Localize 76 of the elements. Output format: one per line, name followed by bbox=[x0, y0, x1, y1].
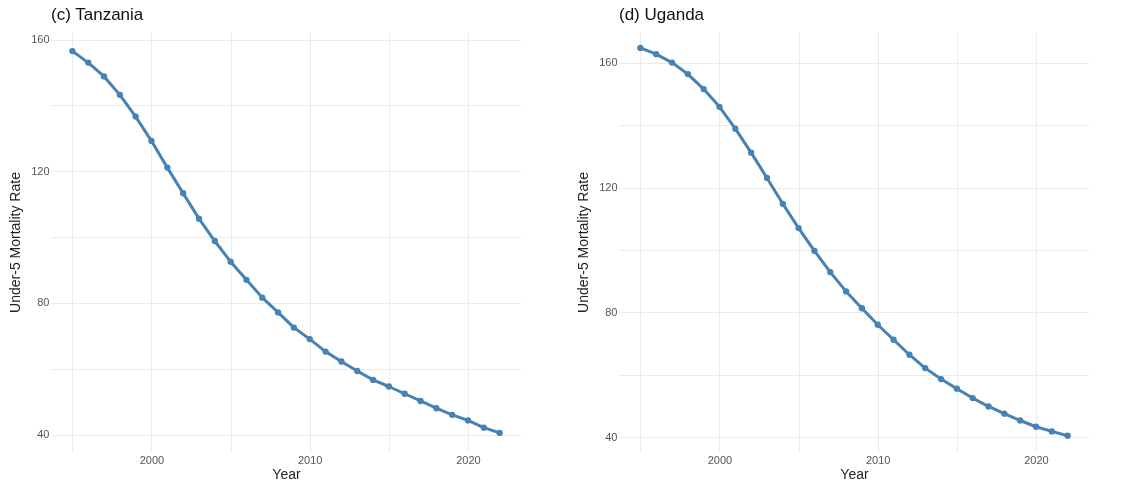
point bbox=[433, 405, 440, 412]
point bbox=[985, 403, 992, 410]
chart-title: (d) Uganda bbox=[619, 5, 705, 24]
point bbox=[132, 113, 139, 120]
point bbox=[290, 324, 298, 331]
point bbox=[195, 215, 203, 222]
point bbox=[322, 348, 329, 355]
point bbox=[1032, 423, 1040, 430]
point bbox=[906, 351, 913, 358]
point bbox=[1017, 417, 1024, 424]
point bbox=[858, 305, 866, 312]
point bbox=[795, 224, 802, 232]
point bbox=[827, 268, 834, 276]
point bbox=[496, 429, 503, 437]
x-tick-label: 2000 bbox=[707, 453, 733, 466]
point bbox=[668, 59, 676, 66]
point bbox=[100, 73, 108, 80]
point bbox=[716, 103, 723, 110]
point bbox=[747, 149, 755, 156]
point bbox=[338, 358, 345, 365]
y-axis-title: Under-5 Mortality Rate bbox=[575, 171, 592, 313]
point bbox=[116, 91, 123, 99]
point bbox=[385, 383, 393, 390]
y-tick-label: 160 bbox=[31, 33, 50, 46]
point bbox=[179, 190, 187, 197]
x-tick-label: 2010 bbox=[866, 453, 891, 466]
point bbox=[637, 44, 644, 52]
point bbox=[811, 247, 818, 255]
point bbox=[890, 336, 897, 343]
y-tick-label: 40 bbox=[37, 428, 50, 441]
point bbox=[969, 394, 976, 402]
point bbox=[763, 174, 771, 182]
x-tick-label: 2020 bbox=[456, 453, 481, 466]
point bbox=[1064, 432, 1071, 439]
point bbox=[306, 335, 313, 343]
point bbox=[700, 85, 707, 93]
y-tick-label: 120 bbox=[31, 164, 50, 177]
point bbox=[148, 137, 155, 145]
point bbox=[369, 376, 377, 384]
chart-title: (c) Tanzania bbox=[51, 5, 144, 24]
point bbox=[732, 125, 739, 132]
y-tick-label: 80 bbox=[605, 305, 618, 318]
point bbox=[401, 390, 408, 397]
point bbox=[354, 367, 361, 375]
x-tick-label: 2000 bbox=[139, 453, 165, 466]
point bbox=[243, 276, 250, 284]
y-tick-label: 80 bbox=[37, 296, 50, 309]
point bbox=[227, 258, 234, 265]
x-axis-title: Year bbox=[840, 465, 869, 482]
x-tick-label: 2010 bbox=[298, 453, 323, 466]
point bbox=[259, 294, 266, 301]
point bbox=[842, 288, 850, 295]
point bbox=[922, 364, 929, 372]
y-tick-label: 120 bbox=[599, 181, 618, 194]
point bbox=[274, 309, 282, 316]
x-axis-title: Year bbox=[272, 465, 301, 482]
x-tick-label: 2020 bbox=[1024, 453, 1049, 466]
point bbox=[653, 50, 660, 58]
point bbox=[464, 417, 472, 424]
point bbox=[417, 397, 424, 405]
point bbox=[480, 424, 487, 431]
point bbox=[953, 385, 961, 392]
point bbox=[1048, 428, 1055, 435]
point bbox=[684, 70, 691, 78]
point bbox=[1001, 410, 1008, 417]
y-tick-label: 160 bbox=[599, 56, 618, 69]
point bbox=[69, 47, 76, 55]
point bbox=[937, 375, 945, 383]
y-axis-title: Under-5 Mortality Rate bbox=[7, 171, 24, 313]
point bbox=[211, 237, 218, 245]
point bbox=[164, 164, 171, 171]
point bbox=[449, 411, 456, 418]
point bbox=[779, 200, 786, 207]
point bbox=[874, 321, 881, 328]
point bbox=[85, 59, 92, 66]
y-tick-label: 40 bbox=[605, 430, 618, 443]
